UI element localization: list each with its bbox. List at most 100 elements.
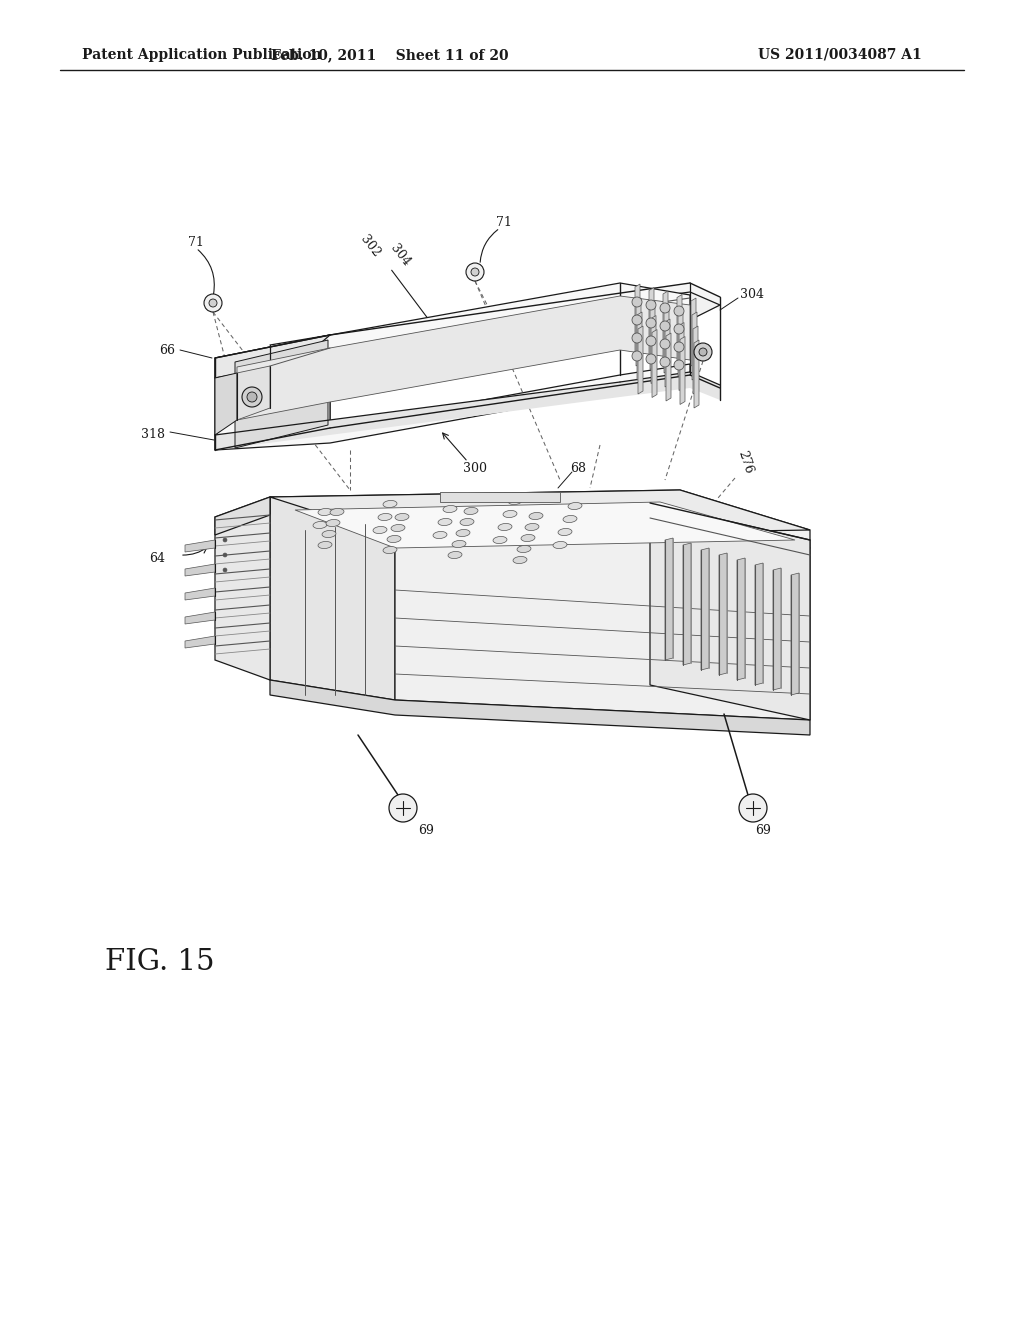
Ellipse shape (456, 529, 470, 536)
Polygon shape (185, 612, 215, 624)
Circle shape (646, 300, 656, 310)
Polygon shape (680, 337, 685, 404)
Circle shape (223, 568, 227, 572)
Ellipse shape (529, 512, 543, 520)
Text: 71: 71 (188, 235, 204, 248)
Ellipse shape (464, 507, 478, 515)
Polygon shape (185, 587, 215, 601)
Polygon shape (691, 298, 696, 366)
Polygon shape (440, 492, 560, 502)
Circle shape (660, 321, 670, 331)
Circle shape (223, 553, 227, 557)
Text: 304: 304 (387, 242, 413, 268)
Circle shape (646, 354, 656, 364)
Text: 302: 302 (357, 232, 383, 260)
Circle shape (204, 294, 222, 312)
Text: Feb. 10, 2011    Sheet 11 of 20: Feb. 10, 2011 Sheet 11 of 20 (271, 48, 509, 62)
Polygon shape (737, 558, 745, 680)
Polygon shape (665, 539, 673, 660)
Polygon shape (215, 498, 270, 535)
Polygon shape (242, 381, 270, 414)
Ellipse shape (521, 535, 535, 541)
Circle shape (660, 304, 670, 313)
Circle shape (242, 387, 262, 407)
Text: 300: 300 (463, 462, 487, 474)
Polygon shape (215, 335, 330, 450)
Ellipse shape (391, 524, 404, 532)
Polygon shape (237, 296, 690, 420)
Circle shape (674, 342, 684, 352)
Circle shape (389, 795, 417, 822)
Ellipse shape (443, 506, 457, 512)
Text: 304: 304 (740, 289, 764, 301)
Circle shape (223, 539, 227, 543)
Ellipse shape (558, 528, 572, 536)
Ellipse shape (563, 516, 577, 523)
Polygon shape (649, 288, 654, 355)
Circle shape (466, 263, 484, 281)
Circle shape (674, 306, 684, 315)
Polygon shape (693, 326, 698, 393)
Polygon shape (652, 330, 657, 397)
Polygon shape (773, 568, 781, 690)
Ellipse shape (322, 531, 336, 537)
Polygon shape (185, 636, 215, 648)
Ellipse shape (383, 500, 397, 507)
Circle shape (660, 356, 670, 367)
Circle shape (646, 337, 656, 346)
Ellipse shape (460, 519, 474, 525)
Text: FIG. 15: FIG. 15 (105, 948, 214, 975)
Ellipse shape (553, 541, 567, 549)
Polygon shape (666, 333, 671, 401)
Polygon shape (651, 315, 656, 384)
Text: Patent Application Publication: Patent Application Publication (82, 48, 322, 62)
Polygon shape (185, 540, 215, 552)
Ellipse shape (378, 513, 392, 520)
Circle shape (674, 323, 684, 334)
Polygon shape (215, 292, 720, 358)
Polygon shape (185, 564, 215, 576)
Polygon shape (679, 322, 684, 391)
Circle shape (209, 300, 217, 308)
Text: 71: 71 (496, 215, 512, 228)
Polygon shape (637, 312, 642, 380)
Polygon shape (215, 374, 237, 436)
Text: 318: 318 (141, 429, 165, 441)
Text: 69: 69 (755, 824, 771, 837)
Ellipse shape (383, 546, 397, 553)
Polygon shape (234, 341, 328, 447)
Polygon shape (270, 680, 810, 735)
Ellipse shape (508, 498, 522, 504)
Text: US 2011/0034087 A1: US 2011/0034087 A1 (758, 48, 922, 62)
Polygon shape (683, 543, 691, 665)
Polygon shape (664, 305, 669, 374)
Polygon shape (692, 312, 697, 380)
Ellipse shape (318, 541, 332, 549)
Polygon shape (215, 335, 330, 378)
Polygon shape (395, 515, 810, 719)
Circle shape (699, 348, 707, 356)
Circle shape (646, 318, 656, 327)
Polygon shape (270, 490, 810, 548)
Polygon shape (663, 290, 668, 359)
Ellipse shape (449, 552, 462, 558)
Circle shape (632, 315, 642, 325)
Ellipse shape (438, 519, 452, 525)
Ellipse shape (503, 511, 517, 517)
Ellipse shape (498, 524, 512, 531)
Circle shape (674, 360, 684, 370)
Polygon shape (215, 282, 690, 450)
Circle shape (471, 268, 479, 276)
Polygon shape (270, 490, 810, 537)
Polygon shape (215, 498, 270, 680)
Circle shape (660, 339, 670, 348)
Ellipse shape (452, 540, 466, 548)
Polygon shape (635, 284, 640, 352)
Circle shape (632, 333, 642, 343)
Polygon shape (719, 553, 727, 675)
Circle shape (632, 351, 642, 360)
Circle shape (632, 297, 642, 308)
Text: 22: 22 (298, 685, 313, 698)
Polygon shape (755, 564, 763, 685)
Polygon shape (237, 366, 270, 420)
